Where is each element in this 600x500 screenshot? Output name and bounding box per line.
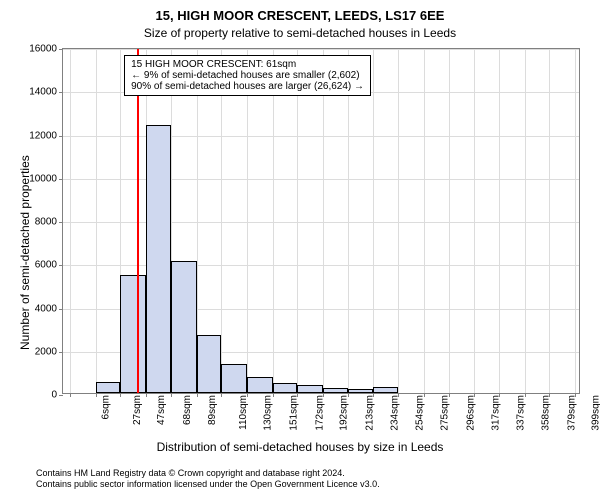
x-tick-label: 68sqm <box>176 395 193 425</box>
x-tick-mark <box>549 393 550 397</box>
x-tick-label: 89sqm <box>201 395 218 425</box>
histogram-bar <box>323 388 349 393</box>
grid-line-v <box>96 49 97 393</box>
grid-line-v <box>398 49 399 393</box>
x-tick-label: 110sqm <box>232 395 249 430</box>
x-tick-mark <box>575 393 576 397</box>
x-tick-mark <box>221 393 222 397</box>
grid-line-h <box>63 179 579 180</box>
x-tick-mark <box>70 393 71 397</box>
grid-line-v <box>575 49 576 393</box>
histogram-bar <box>171 261 197 393</box>
grid-line-v <box>525 49 526 393</box>
info-box-line: ← 9% of semi-detached houses are smaller… <box>131 70 364 81</box>
x-tick-label: 296sqm <box>459 395 476 431</box>
x-tick-mark <box>120 393 121 397</box>
attribution-line: Contains HM Land Registry data © Crown c… <box>36 468 380 479</box>
histogram-bar <box>197 335 221 393</box>
histogram-bar <box>247 377 273 393</box>
y-tick-label: 2000 <box>35 346 63 357</box>
grid-line-h <box>63 265 579 266</box>
histogram-bar <box>373 387 399 393</box>
x-tick-mark <box>373 393 374 397</box>
x-tick-mark <box>525 393 526 397</box>
x-tick-mark <box>323 393 324 397</box>
info-box: 15 HIGH MOOR CRESCENT: 61sqm← 9% of semi… <box>124 55 371 96</box>
x-tick-mark <box>297 393 298 397</box>
x-tick-label: 213sqm <box>358 395 375 431</box>
histogram-bar <box>146 125 172 393</box>
grid-line-v <box>273 49 274 393</box>
x-tick-mark <box>197 393 198 397</box>
grid-line-v <box>373 49 374 393</box>
grid-line-v <box>449 49 450 393</box>
x-tick-label: 151sqm <box>283 395 300 431</box>
info-box-line: 90% of semi-detached houses are larger (… <box>131 81 364 92</box>
grid-line-v <box>549 49 550 393</box>
grid-line-v <box>247 49 248 393</box>
y-tick-label: 4000 <box>35 303 63 314</box>
attribution-text: Contains HM Land Registry data © Crown c… <box>36 468 380 490</box>
info-box-line: 15 HIGH MOOR CRESCENT: 61sqm <box>131 59 364 70</box>
x-axis-label: Distribution of semi-detached houses by … <box>0 440 600 454</box>
x-tick-mark <box>273 393 274 397</box>
x-tick-label: 379sqm <box>561 395 578 431</box>
x-tick-mark <box>424 393 425 397</box>
x-tick-label: 399sqm <box>585 395 600 431</box>
y-tick-label: 16000 <box>29 44 63 55</box>
grid-line-h <box>63 49 579 50</box>
chart-title-sub: Size of property relative to semi-detach… <box>0 26 600 40</box>
property-marker-line <box>137 49 139 393</box>
x-tick-mark <box>247 393 248 397</box>
x-tick-mark <box>96 393 97 397</box>
x-tick-label: 47sqm <box>150 395 167 425</box>
grid-line-v <box>221 49 222 393</box>
plot-area: 02000400060008000100001200014000160006sq… <box>62 48 580 394</box>
grid-line-v <box>348 49 349 393</box>
histogram-bar <box>120 275 146 393</box>
grid-line-v <box>323 49 324 393</box>
chart-container: 15, HIGH MOOR CRESCENT, LEEDS, LS17 6EE … <box>0 0 600 500</box>
x-tick-label: 192sqm <box>333 395 350 431</box>
x-tick-mark <box>146 393 147 397</box>
x-tick-mark <box>348 393 349 397</box>
y-tick-label: 0 <box>51 390 63 401</box>
x-tick-label: 275sqm <box>434 395 451 431</box>
grid-line-v <box>424 49 425 393</box>
y-tick-label: 10000 <box>29 173 63 184</box>
histogram-bar <box>348 389 372 393</box>
x-tick-label: 172sqm <box>308 395 325 431</box>
x-tick-mark <box>449 393 450 397</box>
x-tick-label: 254sqm <box>408 395 425 431</box>
x-tick-mark <box>398 393 399 397</box>
chart-title-main: 15, HIGH MOOR CRESCENT, LEEDS, LS17 6EE <box>0 8 600 23</box>
x-tick-mark <box>474 393 475 397</box>
x-tick-label: 27sqm <box>126 395 143 425</box>
histogram-bar <box>221 364 247 393</box>
y-tick-label: 6000 <box>35 260 63 271</box>
x-tick-label: 130sqm <box>257 395 274 431</box>
grid-line-h <box>63 136 579 137</box>
grid-line-v <box>474 49 475 393</box>
x-tick-mark <box>171 393 172 397</box>
x-tick-label: 358sqm <box>535 395 552 431</box>
histogram-bar <box>273 383 297 393</box>
histogram-bar <box>297 385 323 393</box>
attribution-line: Contains public sector information licen… <box>36 479 380 490</box>
x-tick-label: 337sqm <box>509 395 526 431</box>
grid-line-v <box>70 49 71 393</box>
grid-line-v <box>499 49 500 393</box>
y-tick-label: 12000 <box>29 130 63 141</box>
grid-line-v <box>297 49 298 393</box>
histogram-bar <box>96 382 120 393</box>
x-tick-label: 234sqm <box>384 395 401 431</box>
y-tick-label: 8000 <box>35 217 63 228</box>
y-axis-label: Number of semi-detached properties <box>18 155 32 350</box>
x-tick-label: 6sqm <box>95 395 112 419</box>
y-tick-label: 14000 <box>29 87 63 98</box>
x-tick-mark <box>499 393 500 397</box>
x-tick-label: 317sqm <box>485 395 502 431</box>
grid-line-h <box>63 222 579 223</box>
